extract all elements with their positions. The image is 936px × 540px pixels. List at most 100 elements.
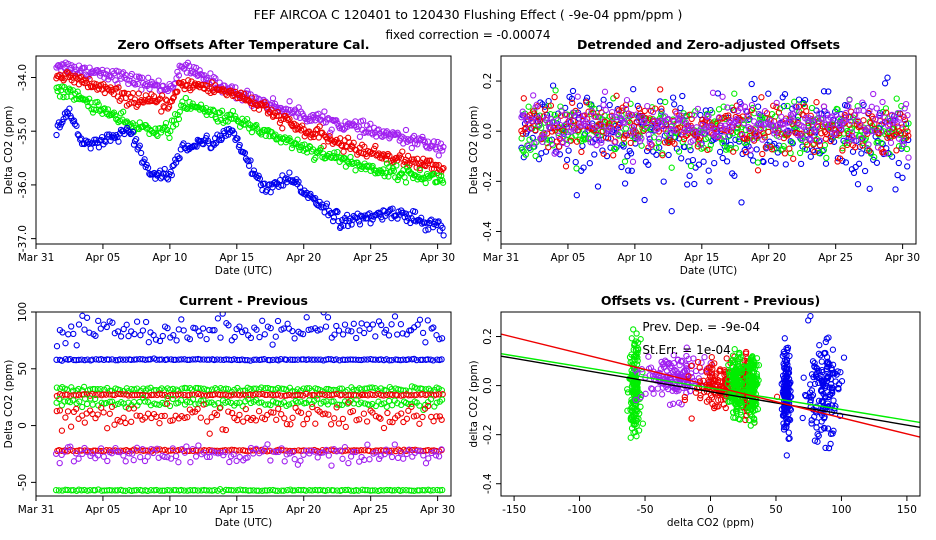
point-red-high (72, 392, 80, 399)
point-blue (855, 160, 863, 167)
point-blue-high (175, 326, 182, 333)
point-green-low (353, 487, 360, 494)
point-blue-high (317, 326, 324, 333)
point-red-mid (356, 416, 363, 423)
point-green-mid (102, 399, 110, 407)
point-red-high (299, 392, 307, 399)
point-red (759, 150, 766, 158)
point-purple (742, 107, 750, 115)
point-green (893, 95, 900, 102)
point-red-mid (363, 418, 371, 425)
point-red-low (358, 447, 365, 454)
point-purple (565, 128, 572, 135)
point-green (422, 179, 429, 187)
point-red (583, 99, 590, 106)
point-purple (701, 354, 708, 361)
point-purple (638, 135, 645, 142)
point-red-mid (377, 415, 384, 422)
point-green (393, 162, 400, 169)
point-purple-low (167, 455, 175, 462)
point-blue (599, 147, 606, 154)
point-green-mid (147, 402, 155, 409)
point-blue-mid (75, 356, 82, 364)
point-purple (440, 143, 447, 151)
point-purple-low (286, 450, 293, 457)
y-axis-label: Delta CO2 (ppm) (468, 106, 480, 195)
point-blue-mid (211, 356, 218, 364)
point-purple (546, 124, 553, 131)
point-green (163, 126, 171, 134)
point-green-high (144, 385, 151, 392)
point-purple (808, 115, 815, 123)
point-green-high (69, 387, 77, 394)
point-purple-low (391, 441, 398, 448)
point-blue (576, 102, 584, 109)
point-purple-low (108, 450, 116, 457)
point-green (747, 383, 754, 391)
point-purple (669, 126, 677, 134)
point-blue (250, 167, 258, 174)
point-green (886, 151, 893, 158)
point-red (573, 138, 581, 145)
point-blue (256, 175, 264, 182)
point-red (541, 106, 549, 113)
point-blue (669, 94, 677, 101)
point-red-mid (339, 415, 347, 423)
point-purple (725, 127, 732, 135)
point-red-low (55, 446, 63, 454)
point-blue (379, 216, 386, 223)
point-blue-high (114, 328, 122, 335)
point-purple (533, 101, 540, 108)
point-blue (846, 114, 853, 121)
point-purple (746, 125, 753, 133)
point-purple-low (388, 453, 396, 461)
point-purple (133, 73, 140, 80)
panel-title: Detrended and Zero-adjusted Offsets (577, 37, 840, 52)
point-red (312, 127, 320, 134)
point-blue-high (360, 329, 368, 337)
point-green (731, 90, 738, 97)
point-purple (905, 154, 912, 161)
point-purple-low (172, 452, 180, 460)
point-green (634, 349, 641, 357)
point-purple (649, 108, 657, 116)
point-red (746, 132, 753, 140)
point-red-mid (349, 407, 357, 415)
point-green-mid (269, 398, 277, 405)
point-blue (73, 122, 80, 129)
point-red-mid (400, 418, 407, 426)
point-green (903, 145, 911, 153)
point-green-low (388, 487, 396, 494)
y-tick-label: 0.2 (482, 73, 494, 90)
point-purple-low (189, 445, 196, 453)
point-purple (739, 131, 746, 139)
point-purple-low (283, 451, 290, 458)
point-purple (899, 137, 906, 145)
point-green (813, 135, 821, 143)
point-red-low (266, 447, 273, 454)
point-green-low (330, 487, 337, 494)
point-purple-low (414, 447, 421, 455)
point-green (749, 355, 756, 362)
point-blue (781, 335, 788, 342)
point-red (845, 130, 852, 138)
point-red (439, 165, 446, 173)
point-purple-low (349, 448, 357, 456)
point-green (791, 98, 798, 105)
point-red (725, 112, 732, 119)
point-blue (280, 182, 287, 189)
point-red (897, 130, 905, 137)
point-red-mid (62, 414, 69, 421)
point-red (781, 150, 789, 157)
point-blue-high (83, 314, 91, 321)
point-blue (687, 146, 694, 154)
point-blue-mid (105, 356, 112, 363)
point-blue (594, 183, 602, 190)
point-purple (131, 81, 139, 88)
point-blue (241, 149, 249, 157)
point-green-low (81, 486, 88, 494)
point-blue-high (416, 316, 424, 323)
point-green (896, 131, 904, 138)
point-purple (645, 131, 652, 138)
point-green-high (183, 385, 190, 392)
